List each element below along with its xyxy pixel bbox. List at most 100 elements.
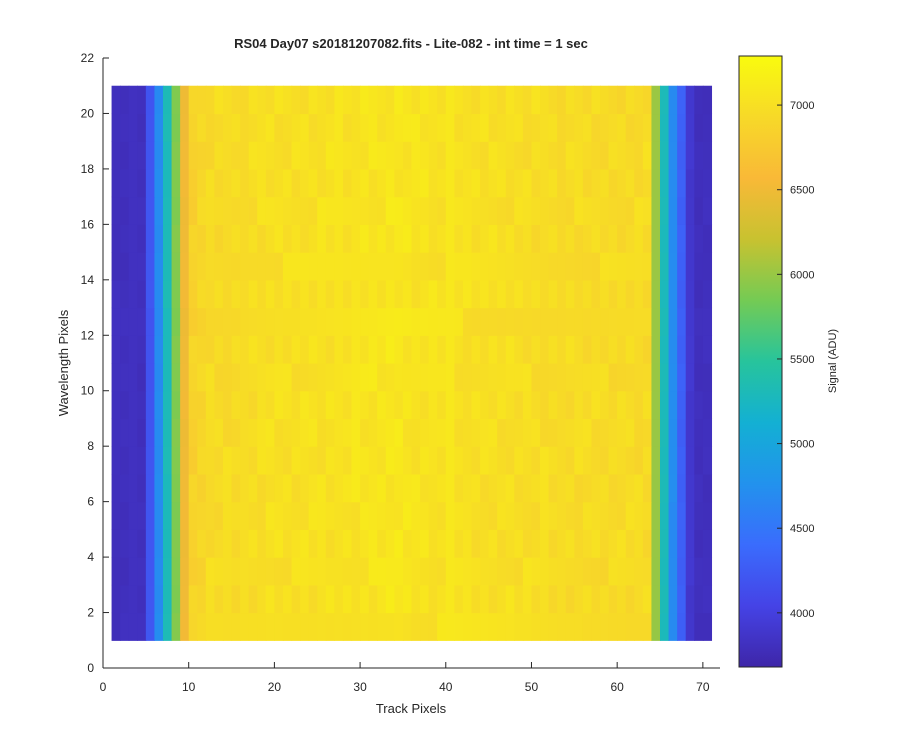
heatmap-cell [497,85,507,115]
heatmap-cell [651,501,661,530]
heatmap-cell [651,529,661,558]
heatmap-cell [162,501,173,530]
heatmap-cell [625,252,635,281]
heatmap-cell [300,224,310,253]
x-tick-label: 50 [525,680,539,694]
heatmap-cell [282,85,293,115]
heatmap-cell [608,252,618,281]
heatmap-cell [120,224,130,253]
heatmap-cell [505,196,515,225]
heatmap-cell [480,501,490,530]
heatmap-cell [548,335,558,364]
heatmap-cell [265,363,275,392]
heatmap-cell [522,501,533,530]
heatmap-cell [462,557,473,586]
heatmap-cell [634,529,644,558]
heatmap-cell [617,418,627,447]
heatmap-cell [308,85,318,115]
heatmap-cell [522,584,533,614]
heatmap-cell [334,113,344,142]
heatmap-cell [111,557,121,586]
heatmap-cell [591,335,601,364]
heatmap-cell [120,363,130,392]
heatmap-cell [162,557,173,586]
heatmap-cell [522,113,533,142]
heatmap-cell [617,584,627,614]
heatmap-cell [428,612,438,641]
heatmap-cell [651,113,661,142]
heatmap-cell [531,141,541,170]
heatmap-cell [171,363,181,392]
heatmap-cell [214,473,224,503]
heatmap-cell [428,557,438,586]
heatmap-cell [180,557,190,586]
heatmap-cell [248,446,258,475]
heatmap-cell [445,446,455,475]
heatmap-cell [668,279,678,309]
heatmap-cell [137,168,147,198]
heatmap-cell [385,335,395,364]
heatmap-cell [257,168,267,198]
heatmap-cell [214,529,224,558]
heatmap-cell [274,501,284,530]
heatmap-cell [120,557,130,586]
heatmap-cell [351,557,361,586]
heatmap-cell [222,252,233,281]
heatmap-cell [591,584,601,614]
heatmap-cell [257,85,267,115]
heatmap-cell [677,335,687,364]
colorbar-tick-label: 4000 [790,608,814,620]
heatmap-cell [488,557,498,586]
heatmap-cell [548,279,558,309]
heatmap-cell [240,446,250,475]
heatmap-cell [308,501,318,530]
heatmap-cell [231,363,241,392]
heatmap-cell [222,85,233,115]
heatmap-cell [197,501,207,530]
heatmap-cell [668,557,678,586]
heatmap-cell [557,307,567,336]
heatmap-cell [480,168,490,198]
heatmap-cell [368,224,378,253]
heatmap-cell [634,141,644,170]
heatmap-cell [514,196,524,225]
heatmap-cell [257,418,267,447]
heatmap-cell [394,168,404,198]
heatmap-cell [454,113,464,142]
heatmap-cell [411,557,421,586]
heatmap-cell [600,501,610,530]
heatmap-cell [411,141,421,170]
heatmap-cell [377,224,387,253]
heatmap-cell [514,252,524,281]
heatmap-cell [291,529,301,558]
heatmap-cell [428,196,438,225]
heatmap-cell [557,390,567,420]
heatmap-cell [462,501,473,530]
heatmap-cell [437,418,447,447]
heatmap-cell [531,529,541,558]
heatmap-cell [625,473,635,503]
heatmap-cell [540,363,550,392]
heatmap-cell [522,279,533,309]
heatmap-cell [368,363,378,392]
heatmap-cell [222,141,233,170]
heatmap-cell [162,446,173,475]
heatmap-cell [248,529,258,558]
heatmap-cell [248,335,258,364]
heatmap-cell [445,279,455,309]
heatmap-cell [240,85,250,115]
heatmap-cell [437,85,447,115]
heatmap-cell [317,390,327,420]
heatmap-cell [668,501,678,530]
heatmap-cell [642,584,653,614]
heatmap-cell [600,307,610,336]
heatmap-cell [214,335,224,364]
heatmap-cell [368,335,378,364]
heatmap-cell [257,473,267,503]
heatmap-cell [325,446,335,475]
heatmap-cell [282,557,293,586]
heatmap-cell [702,113,713,142]
heatmap-cell [600,612,610,641]
heatmap-cell [111,501,121,530]
heatmap-cell [660,390,670,420]
